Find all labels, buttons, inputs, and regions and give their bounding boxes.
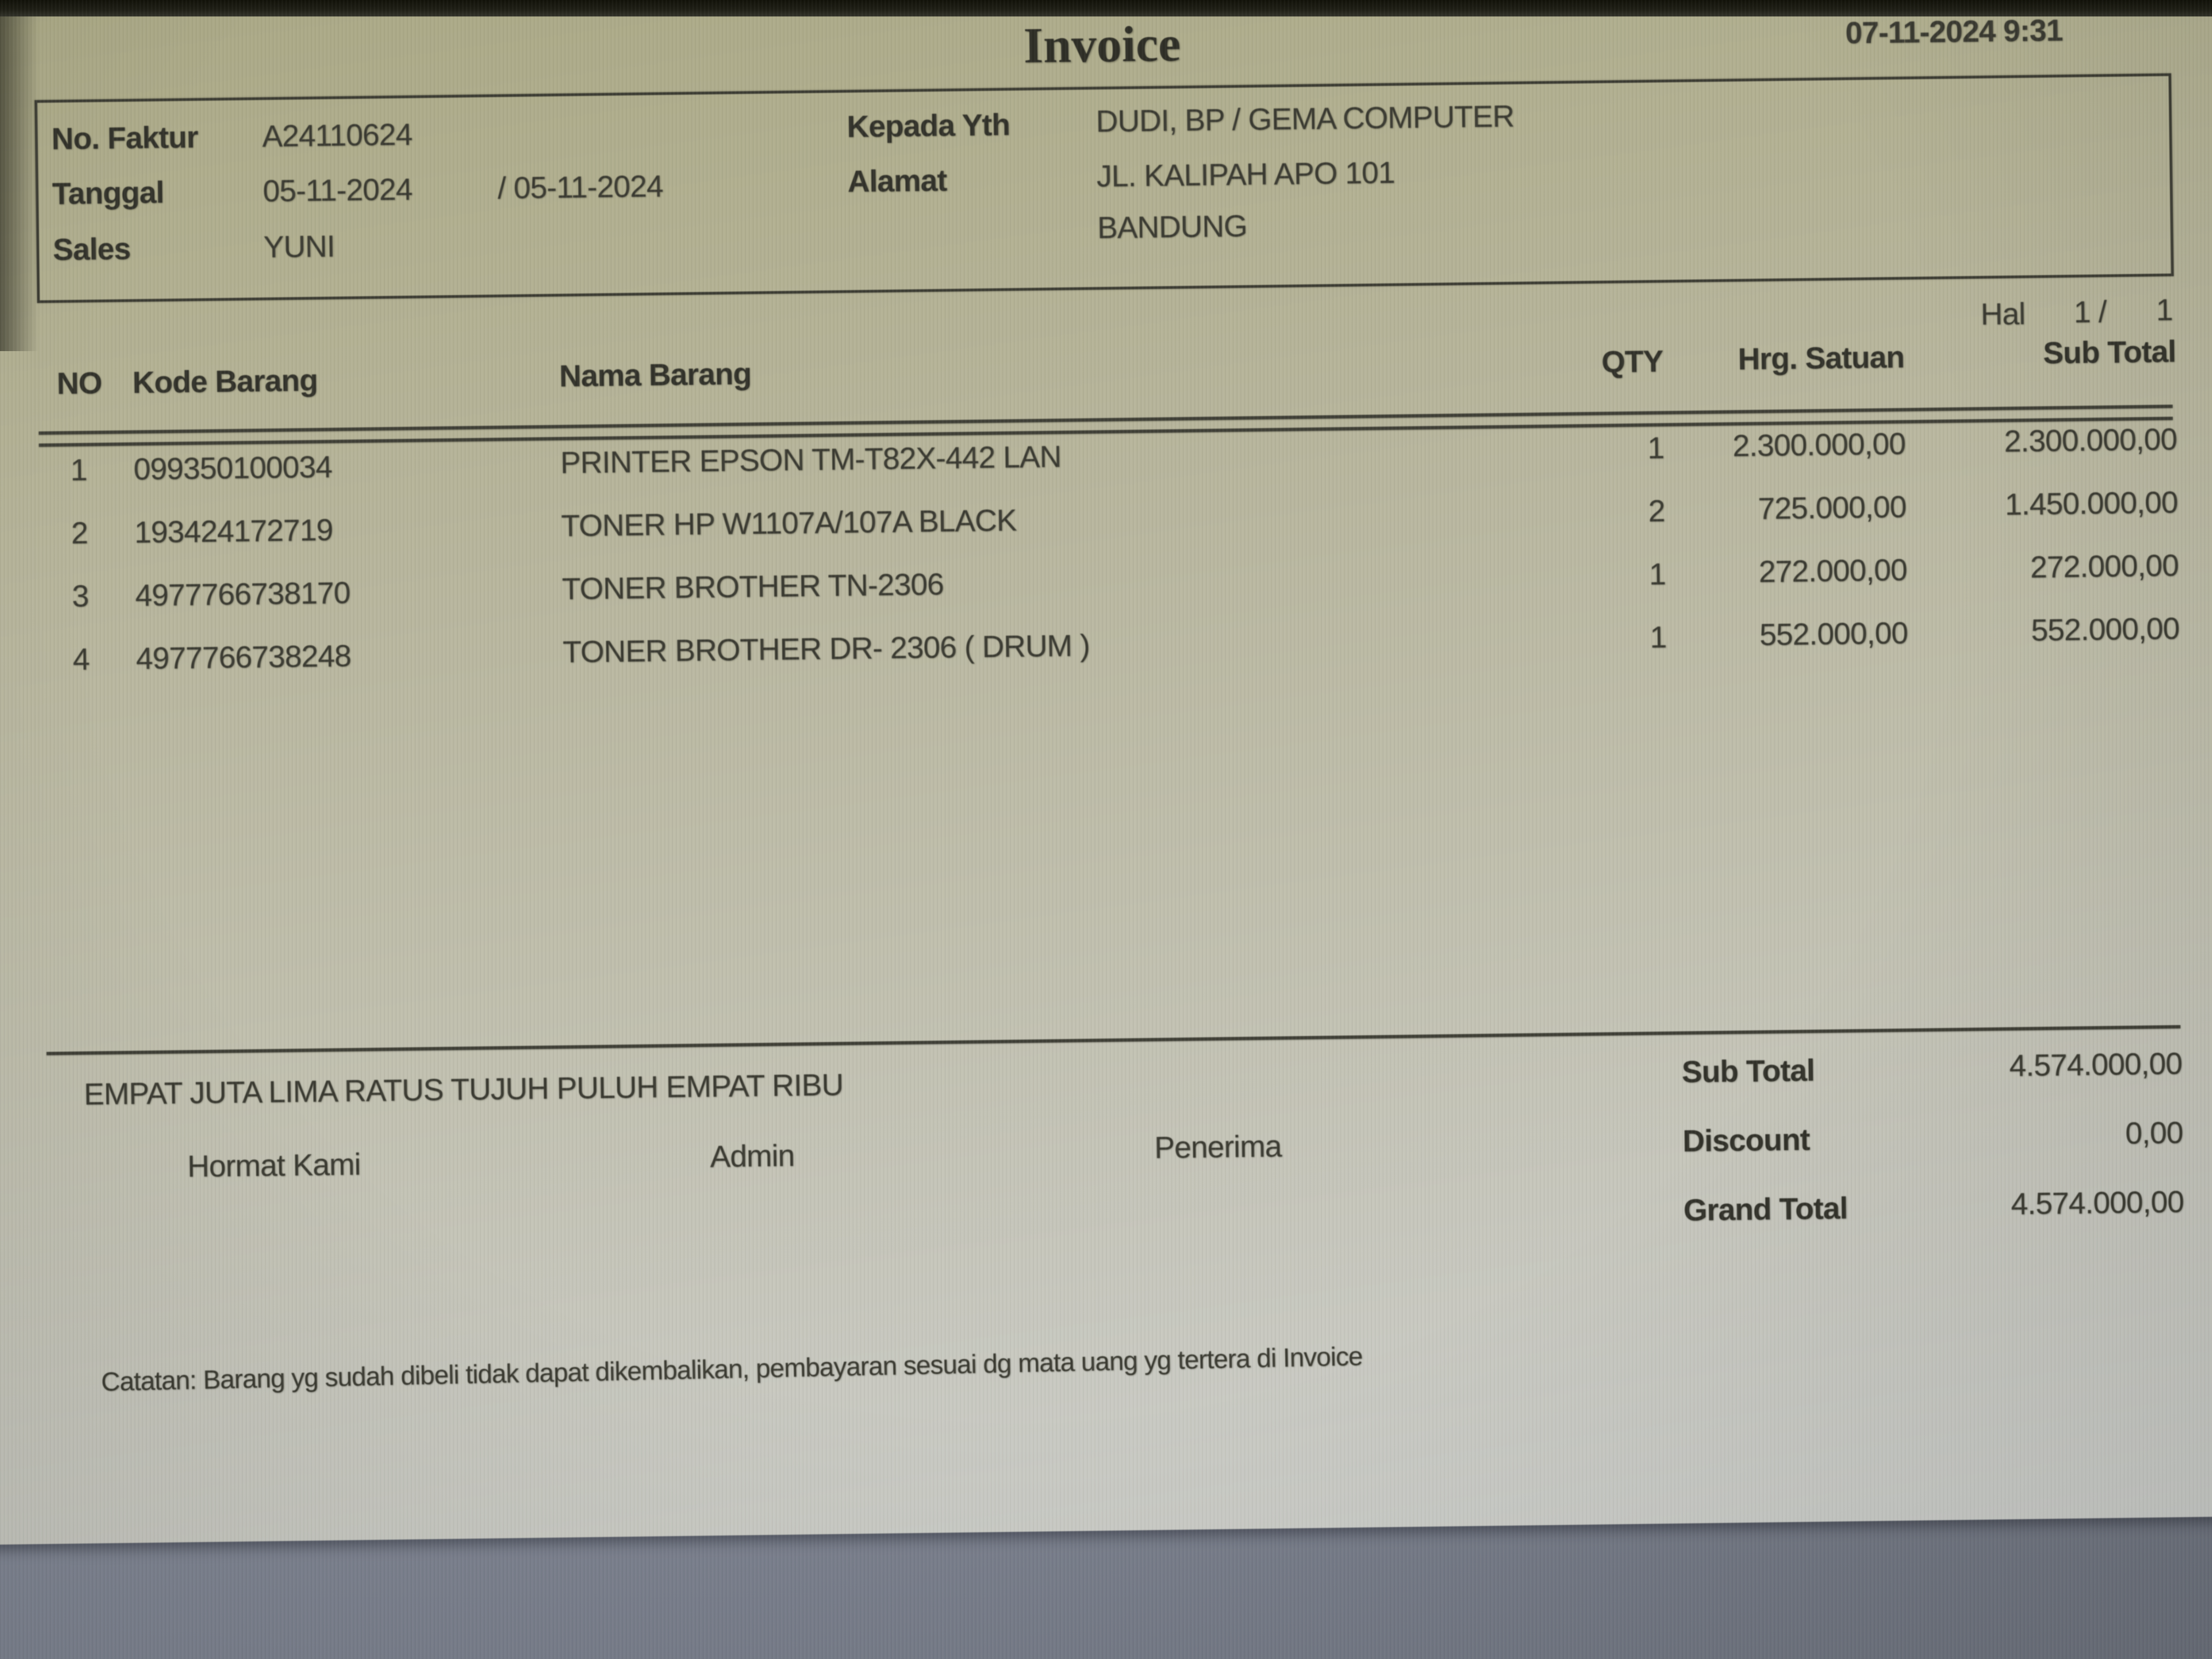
kepada-label: Kepada Yth	[847, 107, 1011, 144]
signature-hormat-kami: Hormat Kami	[187, 1147, 361, 1184]
col-hrg: Hrg. Satuan	[1737, 339, 1905, 376]
alamat-label: Alamat	[847, 162, 947, 199]
row2-nama: TONER HP W1107A/107A BLACK	[561, 503, 1017, 543]
sales-label: Sales	[53, 231, 131, 267]
row3-kode: 4977766738170	[134, 575, 351, 613]
row1-subtotal: 2.300.000,00	[2004, 421, 2177, 459]
col-nama: Nama Barang	[558, 356, 752, 393]
tanggal-due-value: / 05-11-2024	[497, 168, 663, 205]
footer-note: Catatan: Barang yg sudah dibeli tidak da…	[100, 1342, 1363, 1397]
monitor-bezel-left-shadow	[0, 0, 38, 351]
col-qty: QTY	[1601, 343, 1663, 379]
signature-admin: Admin	[709, 1138, 795, 1174]
row4-subtotal: 552.000,00	[2030, 611, 2180, 647]
no-faktur-value: A24110624	[262, 116, 413, 154]
row3-nama: TONER BROTHER TN-2306	[561, 566, 944, 606]
row1-no: 1	[70, 452, 87, 487]
col-subtotal: Sub Total	[2042, 334, 2176, 370]
row3-qty: 1	[1649, 556, 1666, 591]
no-faktur-label: No. Faktur	[51, 119, 199, 156]
row4-no: 4	[72, 641, 90, 676]
col-no: NO	[57, 365, 102, 401]
customer-name: DUDI, BP / GEMA COMPUTER	[1096, 98, 1515, 139]
row2-kode: 193424172719	[134, 512, 333, 550]
discount-label: Discount	[1682, 1121, 1810, 1158]
row2-no: 2	[71, 515, 88, 550]
row1-kode: 099350100034	[133, 449, 332, 487]
row2-subtotal: 1.450.000,00	[2005, 484, 2178, 522]
row4-qty: 1	[1649, 619, 1667, 654]
amount-in-words: EMPAT JUTA LIMA RATUS TUJUH PULUH EMPAT …	[83, 1067, 844, 1111]
hal-total: 1	[2155, 292, 2173, 327]
row3-hrg: 272.000,00	[1758, 552, 1908, 589]
row4-nama: TONER BROTHER DR- 2306 ( DRUM )	[562, 628, 1090, 669]
grand-total-label: Grand Total	[1683, 1190, 1848, 1227]
tanggal-value: 05-11-2024	[262, 171, 413, 208]
subtotal-label: Sub Total	[1681, 1052, 1815, 1089]
page-title: Invoice	[1023, 15, 1181, 74]
row1-hrg: 2.300.000,00	[1732, 426, 1906, 463]
subtotal-value: 4.574.000,00	[2008, 1046, 2182, 1083]
row2-hrg: 725.000,00	[1757, 489, 1906, 526]
hal-page: 1 /	[2073, 294, 2107, 329]
customer-address: JL. KALIPAH APO 101	[1096, 155, 1395, 194]
signature-penerima: Penerima	[1154, 1128, 1282, 1165]
row1-nama: PRINTER EPSON TM-T82X-442 LAN	[560, 439, 1062, 480]
row2-qty: 2	[1648, 493, 1666, 528]
row4-hrg: 552.000,00	[1759, 615, 1908, 652]
invoice-page: Invoice 07-11-2024 9:31 No. Faktur A2411…	[0, 0, 2212, 1545]
invoice-sheet: Invoice 07-11-2024 9:31 No. Faktur A2411…	[34, 13, 2184, 1397]
tanggal-label: Tanggal	[52, 174, 165, 211]
col-kode: Kode Barang	[132, 363, 318, 400]
customer-city: BANDUNG	[1097, 208, 1248, 245]
printed-datetime: 07-11-2024 9:31	[1845, 13, 2063, 50]
hal-label: Hal	[1980, 296, 2025, 331]
discount-value: 0,00	[2125, 1115, 2183, 1150]
row3-subtotal: 272.000,00	[2030, 548, 2179, 584]
monitor-bezel-top	[0, 0, 2212, 16]
sales-value: YUNI	[263, 228, 335, 264]
row3-no: 3	[71, 578, 89, 613]
totals-rule	[46, 1025, 2181, 1056]
row4-kode: 4977766738248	[136, 638, 352, 676]
grand-total-value: 4.574.000,00	[2011, 1184, 2184, 1221]
row1-qty: 1	[1647, 430, 1664, 465]
